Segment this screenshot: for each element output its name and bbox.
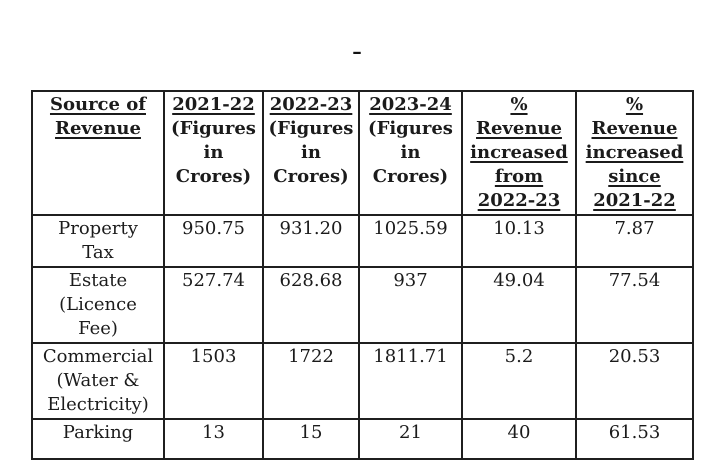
header-line: Crores): [372, 166, 449, 187]
cell-2021-22: 1503: [163, 342, 264, 420]
header-line: Source of: [49, 94, 146, 115]
cell-pct-since-2021-22: 20.53: [575, 342, 694, 420]
header-2023-24: 2023-24 (Figures in Crores): [358, 90, 463, 216]
cell-2023-24: 21: [358, 418, 463, 460]
header-line: (Figures: [171, 118, 256, 139]
header-line: %: [510, 94, 528, 115]
header-line: in: [301, 142, 321, 163]
source-line: Property: [58, 218, 138, 239]
cell-source: Parking: [31, 418, 165, 460]
header-line: 2021-22: [172, 94, 255, 115]
source-line: (Licence: [59, 294, 137, 315]
cell-2021-22: 527.74: [163, 266, 264, 344]
cell-pct-since-2021-22: 77.54: [575, 266, 694, 344]
revenue-table: Source of Revenue 2021-22 (Figures in Cr…: [31, 90, 694, 460]
cell-2021-22: 950.75: [163, 214, 264, 268]
header-line: (Figures: [268, 118, 354, 139]
cell-2021-22: 13: [163, 418, 264, 460]
cell-source: Estate (Licence Fee): [31, 266, 165, 344]
cell-2022-23: 628.68: [262, 266, 360, 344]
header-line: increased: [470, 142, 568, 163]
header-line: in: [400, 142, 421, 163]
header-pct-increased-since-2021-22: % Revenue increased since 2021-22: [575, 90, 694, 216]
table-row-commercial: Commercial (Water & Electricity) 1503 17…: [31, 342, 694, 420]
cell-pct-from-2022-23: 40: [461, 418, 577, 460]
header-line: 2022-23: [269, 94, 353, 115]
source-line: Tax: [82, 242, 114, 263]
source-line: (Water &: [56, 370, 140, 391]
cell-pct-from-2022-23: 49.04: [461, 266, 577, 344]
cell-pct-since-2021-22: 61.53: [575, 418, 694, 460]
cell-pct-from-2022-23: 10.13: [461, 214, 577, 268]
cell-2023-24: 1811.71: [358, 342, 463, 420]
header-line: Revenue: [55, 118, 141, 139]
header-line: 2023-24: [369, 94, 452, 115]
header-line: Crores): [175, 166, 252, 187]
source-line: Fee): [78, 318, 118, 339]
source-line: Electricity): [47, 394, 149, 415]
header-line: %: [625, 94, 644, 115]
cell-source: Commercial (Water & Electricity): [31, 342, 165, 420]
cell-source: Property Tax: [31, 214, 165, 268]
header-line: Crores): [273, 166, 349, 187]
cell-2022-23: 931.20: [262, 214, 360, 268]
header-pct-increased-from-2022-23: % Revenue increased from 2022-23: [461, 90, 577, 216]
header-line: Revenue: [591, 118, 678, 139]
cell-2022-23: 1722: [262, 342, 360, 420]
header-line: in: [203, 142, 224, 163]
cell-pct-from-2022-23: 5.2: [461, 342, 577, 420]
table-header-row: Source of Revenue 2021-22 (Figures in Cr…: [31, 90, 694, 216]
header-line: 2021-22: [593, 190, 676, 211]
header-line: from: [494, 166, 544, 187]
page-dash-mark: –: [352, 41, 362, 63]
source-line: Estate: [68, 270, 128, 291]
header-source-of-revenue: Source of Revenue: [31, 90, 165, 216]
cell-2022-23: 15: [262, 418, 360, 460]
header-line: increased: [585, 142, 684, 163]
cell-2023-24: 1025.59: [358, 214, 463, 268]
header-line: since: [608, 166, 661, 187]
table-row-property-tax: Property Tax 950.75 931.20 1025.59 10.13…: [31, 214, 694, 268]
header-line: Revenue: [476, 118, 562, 139]
cell-2023-24: 937: [358, 266, 463, 344]
table-row-estate: Estate (Licence Fee) 527.74 628.68 937 4…: [31, 266, 694, 344]
header-2022-23: 2022-23 (Figures in Crores): [262, 90, 360, 216]
cell-pct-since-2021-22: 7.87: [575, 214, 694, 268]
source-line: Commercial: [42, 346, 154, 367]
header-line: 2022-23: [477, 190, 561, 211]
header-line: (Figures: [368, 118, 453, 139]
header-2021-22: 2021-22 (Figures in Crores): [163, 90, 264, 216]
table-row-parking: Parking 13 15 21 40 61.53: [31, 418, 694, 460]
